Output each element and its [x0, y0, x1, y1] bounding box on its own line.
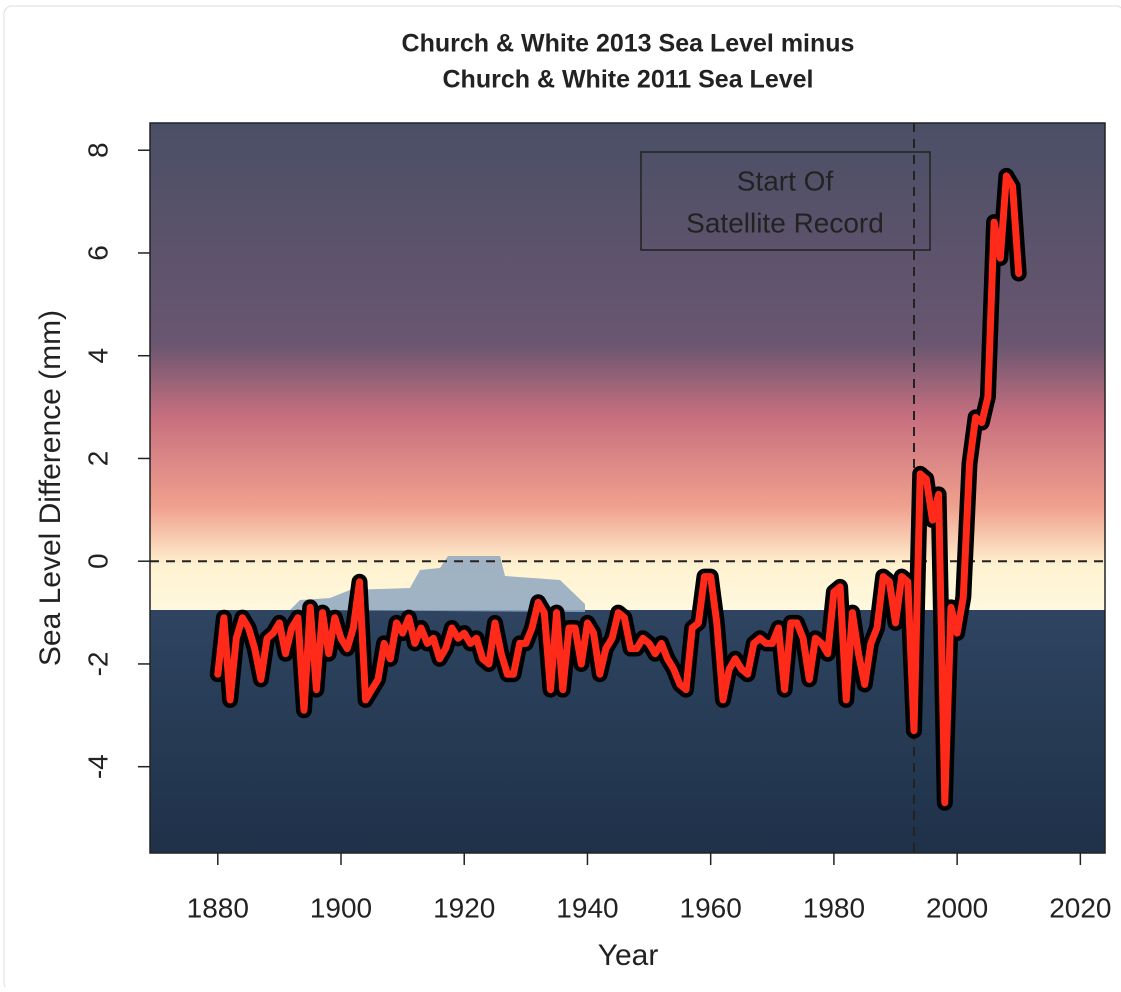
- x-tick-label: 1900: [310, 892, 372, 923]
- y-tick-label: 2: [82, 451, 113, 467]
- chart-title: Church & White 2013 Sea Level minus: [402, 30, 855, 58]
- y-tick-label: -2: [82, 651, 113, 676]
- y-tick-label: 8: [82, 142, 113, 158]
- plot-frame: [149, 122, 1106, 854]
- x-tick-label: 1920: [433, 892, 495, 923]
- x-tick-label: 1960: [680, 892, 742, 923]
- annotation: Start Of: [737, 165, 834, 196]
- annotation: Satellite Record: [686, 207, 884, 238]
- y-tick-label: 0: [82, 553, 113, 569]
- x-tick-label: 2000: [926, 892, 988, 923]
- x-tick-label: 1940: [556, 892, 618, 923]
- x-axis-label: Year: [598, 939, 659, 972]
- y-tick-label: 4: [82, 348, 113, 364]
- annotation-box: [640, 151, 931, 251]
- x-tick-label: 1980: [803, 892, 865, 923]
- y-tick-label: 6: [82, 245, 113, 261]
- x-tick-label: 2020: [1049, 892, 1111, 923]
- y-axis-label: Sea Level Difference (mm): [34, 310, 67, 666]
- chart-title: Church & White 2011 Sea Level: [443, 66, 814, 94]
- line: [214, 172, 1023, 807]
- x-tick-label: 1880: [187, 892, 249, 923]
- y-tick-label: -4: [82, 754, 113, 779]
